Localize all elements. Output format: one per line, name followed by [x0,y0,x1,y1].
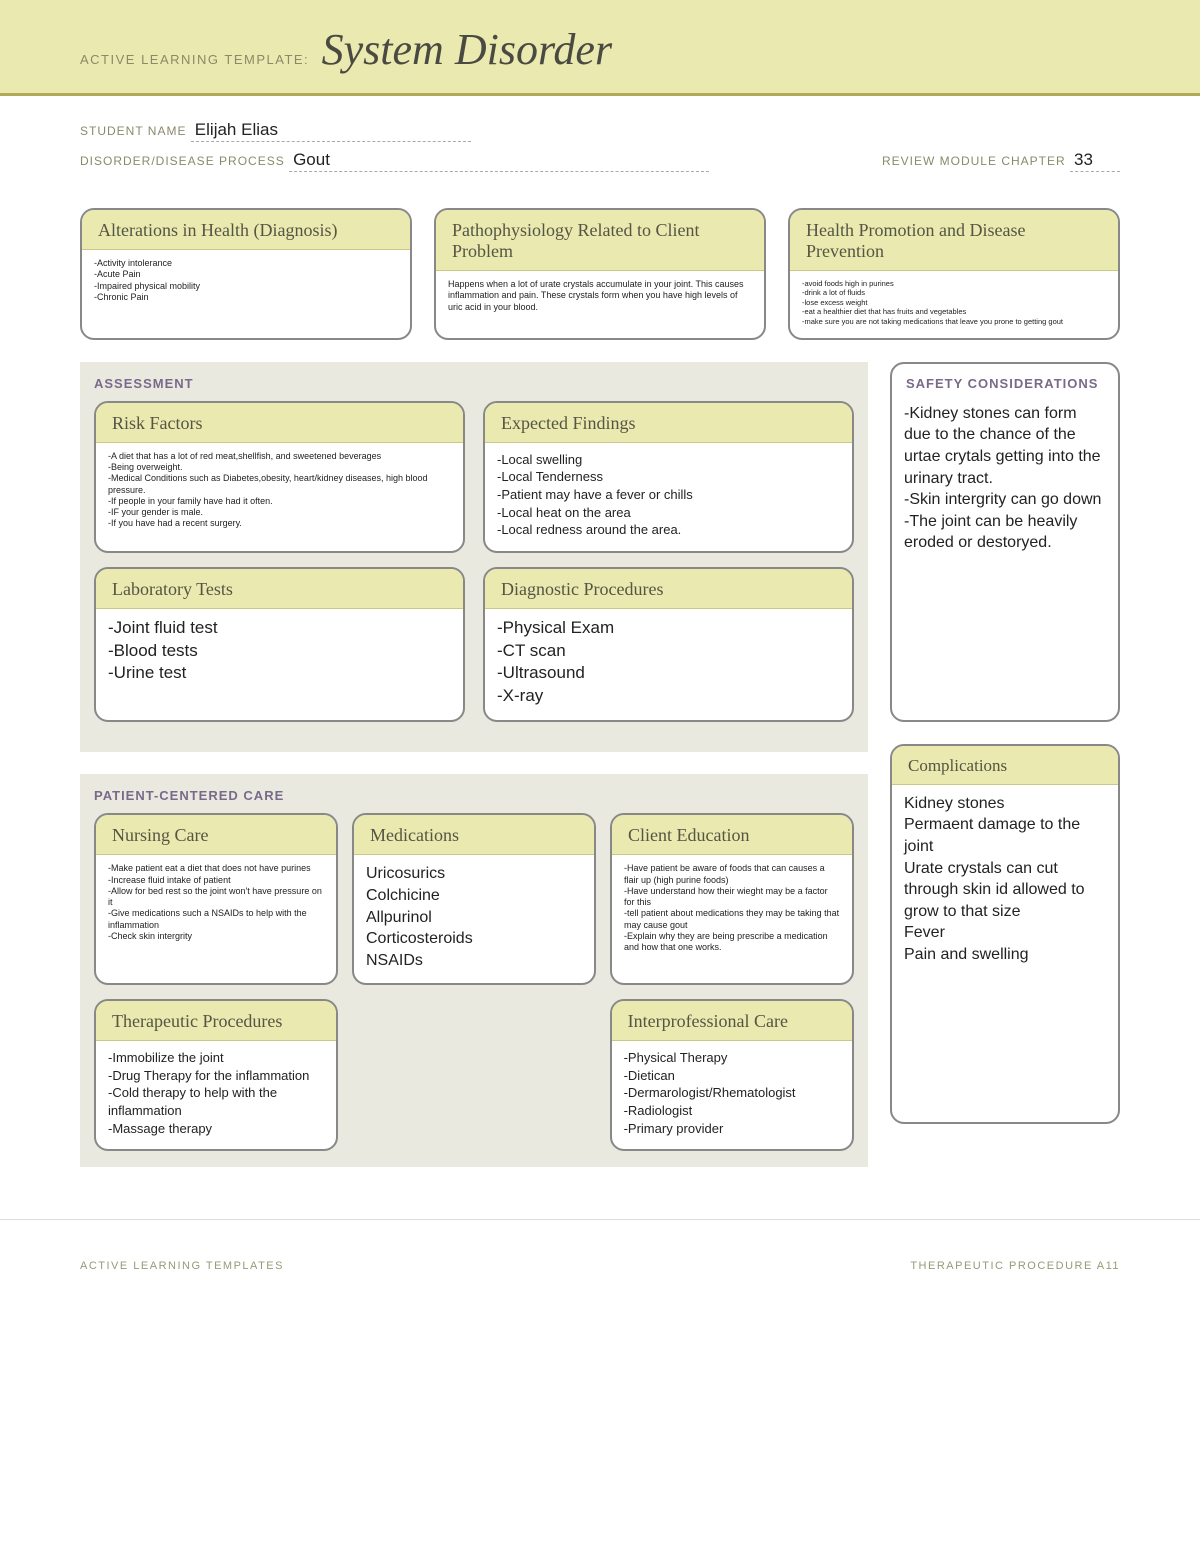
right-column: SAFETY CONSIDERATIONS -Kidney stones can… [890,362,1120,1189]
header-band: ACTIVE LEARNING TEMPLATE: System Disorde… [0,0,1200,96]
therapeutic-title: Therapeutic Procedures [96,1001,336,1041]
nursing-body: -Make patient eat a diet that does not h… [96,855,336,954]
pcc-section: PATIENT-CENTERED CARE Nursing Care -Make… [80,774,868,1167]
disorder-field[interactable]: Gout [289,150,709,172]
nursing-box: Nursing Care -Make patient eat a diet th… [94,813,338,985]
meds-title: Medications [354,815,594,855]
interprof-title: Interprofessional Care [612,1001,852,1041]
student-label: STUDENT NAME [80,124,186,138]
alterations-box: Alterations in Health (Diagnosis) -Activ… [80,208,412,340]
patho-box: Pathophysiology Related to Client Proble… [434,208,766,340]
disorder-row: DISORDER/DISEASE PROCESS Gout [80,150,842,172]
findings-body: -Local swelling -Local Tenderness -Patie… [485,443,852,551]
promotion-body: -avoid foods high in purines -drink a lo… [790,271,1118,338]
risk-box: Risk Factors -A diet that has a lot of r… [94,401,465,553]
complications-title: Complications [892,746,1118,785]
interprof-body: -Physical Therapy -Dietican -Dermarologi… [612,1041,852,1149]
footer: ACTIVE LEARNING TEMPLATES THERAPEUTIC PR… [0,1219,1200,1292]
chapter-row: REVIEW MODULE CHAPTER 33 [882,150,1120,172]
patho-body: Happens when a lot of urate crystals acc… [436,271,764,325]
diag-box: Diagnostic Procedures -Physical Exam -CT… [483,567,854,723]
footer-right: THERAPEUTIC PROCEDURE A11 [910,1260,1120,1272]
student-name-field[interactable]: Elijah Elias [191,120,471,142]
disorder-label: DISORDER/DISEASE PROCESS [80,154,285,168]
findings-title: Expected Findings [485,403,852,443]
education-box: Client Education -Have patient be aware … [610,813,854,985]
nursing-title: Nursing Care [96,815,336,855]
education-body: -Have patient be aware of foods that can… [612,855,852,965]
therapeutic-box: Therapeutic Procedures -Immobilize the j… [94,999,338,1151]
complications-box: Complications Kidney stones Permaent dam… [890,744,1120,1124]
lab-title: Laboratory Tests [96,569,463,609]
risk-title: Risk Factors [96,403,463,443]
interprof-box: Interprofessional Care -Physical Therapy… [610,999,854,1151]
lab-body: -Joint fluid test -Blood tests -Urine te… [96,609,463,698]
content: STUDENT NAME Elijah Elias DISORDER/DISEA… [0,96,1200,1189]
promotion-title: Health Promotion and Disease Prevention [790,210,1118,271]
left-column: ASSESSMENT Risk Factors -A diet that has… [80,362,868,1189]
lower-area: ASSESSMENT Risk Factors -A diet that has… [80,362,1120,1189]
therapeutic-body: -Immobilize the joint -Drug Therapy for … [96,1041,336,1149]
education-title: Client Education [612,815,852,855]
assessment-title: ASSESSMENT [94,376,854,391]
diag-title: Diagnostic Procedures [485,569,852,609]
footer-left: ACTIVE LEARNING TEMPLATES [80,1260,284,1272]
pcc-title: PATIENT-CENTERED CARE [94,788,854,803]
chapter-field[interactable]: 33 [1070,150,1120,172]
alterations-body: -Activity intolerance -Acute Pain -Impai… [82,250,410,315]
safety-box: SAFETY CONSIDERATIONS -Kidney stones can… [890,362,1120,722]
safety-body: -Kidney stones can form due to the chanc… [892,395,1118,720]
chapter-label: REVIEW MODULE CHAPTER [882,154,1066,168]
student-row: STUDENT NAME Elijah Elias [80,120,1120,142]
header-label: ACTIVE LEARNING TEMPLATE: [80,52,309,67]
meds-box: Medications Uricosurics Colchicine Allpu… [352,813,596,985]
assessment-section: ASSESSMENT Risk Factors -A diet that has… [80,362,868,752]
top-row: Alterations in Health (Diagnosis) -Activ… [80,208,1120,340]
promotion-box: Health Promotion and Disease Prevention … [788,208,1120,340]
header-title: System Disorder [322,24,612,75]
page: ACTIVE LEARNING TEMPLATE: System Disorde… [0,0,1200,1332]
complications-body: Kidney stones Permaent damage to the joi… [892,785,1118,1122]
safety-title: SAFETY CONSIDERATIONS [892,364,1118,391]
findings-box: Expected Findings -Local swelling -Local… [483,401,854,553]
diag-body: -Physical Exam -CT scan -Ultrasound -X-r… [485,609,852,721]
risk-body: -A diet that has a lot of red meat,shell… [96,443,463,542]
patho-title: Pathophysiology Related to Client Proble… [436,210,764,271]
lab-box: Laboratory Tests -Joint fluid test -Bloo… [94,567,465,723]
meds-body: Uricosurics Colchicine Allpurinol Cortic… [354,855,594,983]
alterations-title: Alterations in Health (Diagnosis) [82,210,410,250]
